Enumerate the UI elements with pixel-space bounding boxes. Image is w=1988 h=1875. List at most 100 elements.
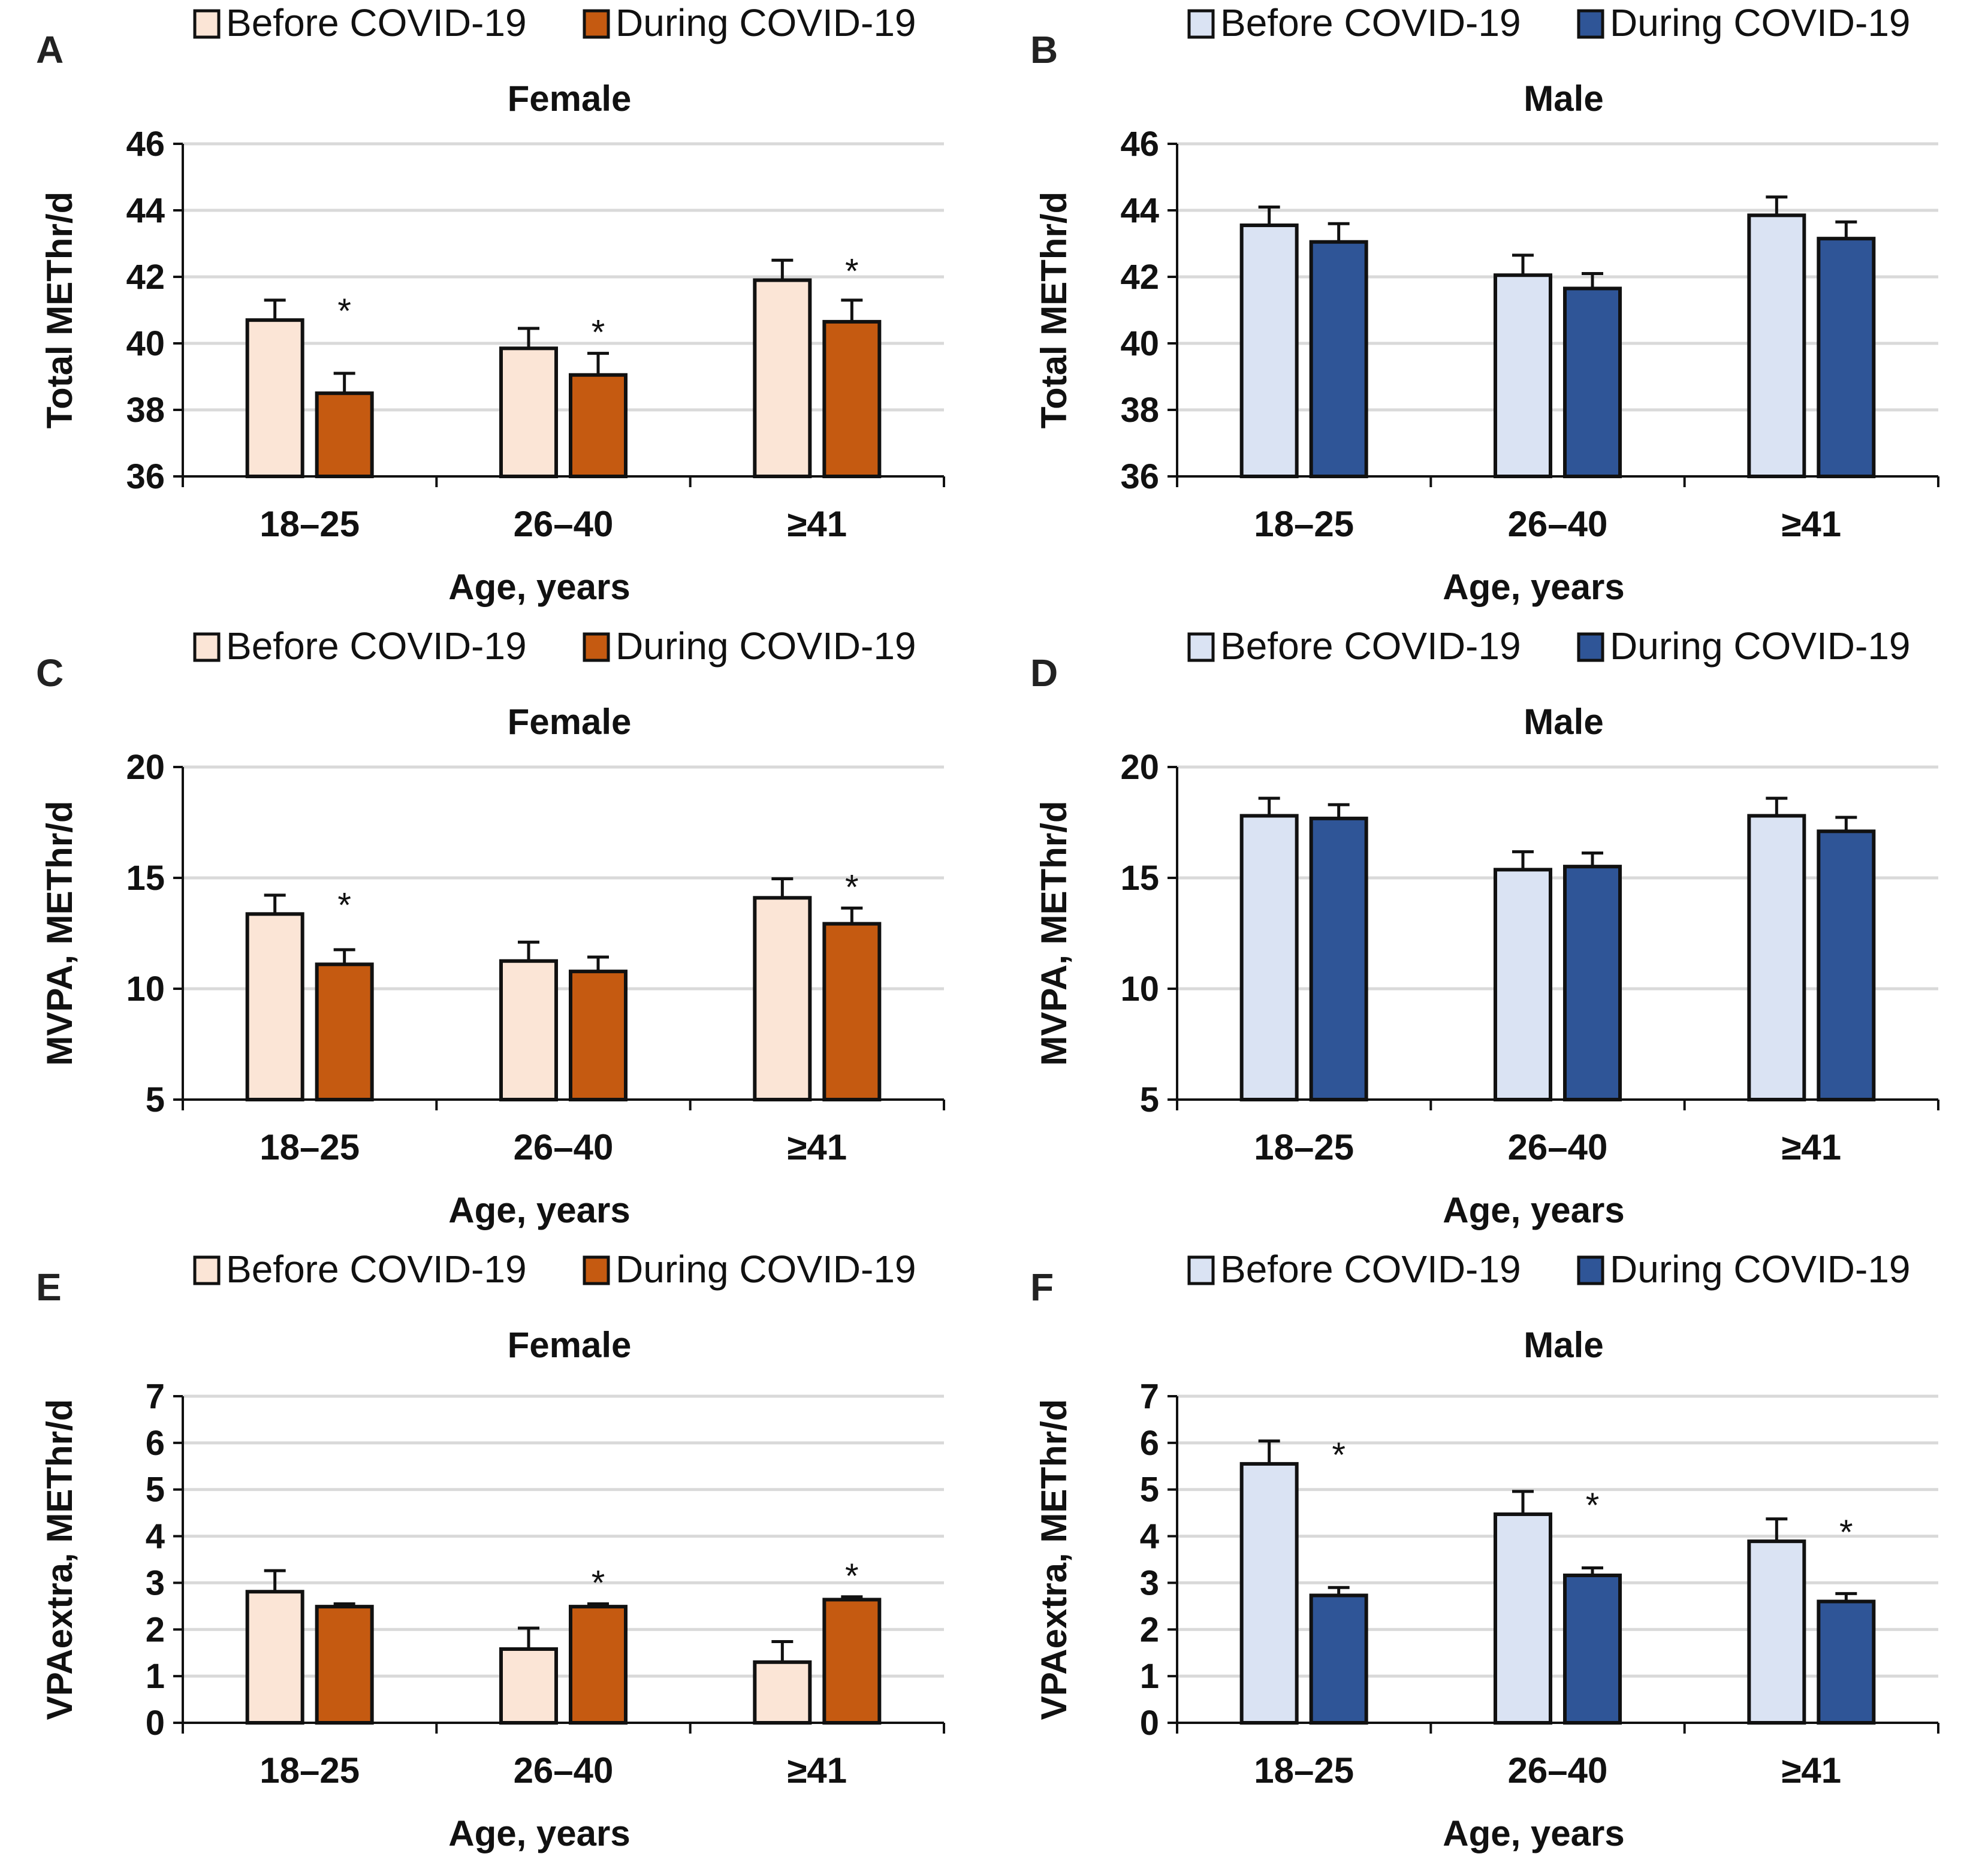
y-tick-label: 5 [1140,1471,1159,1509]
x-axis-label: Age, years [448,1190,631,1230]
y-tick-label: 38 [1120,391,1159,430]
x-axis-label: Age, years [1443,567,1625,607]
bar-during [1563,865,1622,1101]
significance-marker: * [592,313,605,352]
bar-before [753,278,812,478]
x-tick-label: 18–25 [260,1750,360,1791]
y-tick-label: 2 [1140,1610,1159,1649]
chart-title: Female [508,1325,632,1365]
bar-during [569,970,628,1102]
bar-during [1309,816,1368,1101]
legend-label-during: During COVID-19 [1610,1248,1911,1291]
bar-during [822,922,882,1101]
chart-title: Female [508,702,632,742]
x-axis-label: Age, years [1443,1190,1625,1230]
y-tick-label: 42 [1120,258,1159,297]
bar-during [1563,1573,1622,1725]
y-tick-label: 6 [146,1424,165,1463]
legend-swatch-during [583,632,610,662]
x-tick-label: 18–25 [1254,1127,1354,1167]
significance-marker: * [1586,1486,1600,1525]
panel-letter: D [1030,651,1058,695]
y-tick-label: 15 [126,859,165,898]
bar-before [1239,814,1299,1101]
legend-label-during: During COVID-19 [616,1248,916,1291]
bar-during [822,1598,882,1725]
y-tick-label: 1 [1140,1657,1159,1696]
chart-e: E Before COVID-19 During COVID-19 Female 0 1 2… [36,1248,945,1853]
bar-during [315,391,374,478]
bar-before [753,896,812,1101]
panel-letter: F [1030,1266,1054,1309]
x-tick-label: 26–40 [514,1750,614,1791]
x-tick-label: 26–40 [1508,504,1608,544]
y-tick-label: 7 [146,1377,165,1416]
x-tick-label: ≥41 [787,504,847,544]
legend-swatch-during [1577,1255,1604,1285]
x-tick-label: 26–40 [1508,1750,1608,1791]
y-axis-label: VPAextra, METhr/d [40,1399,80,1720]
bar-before [1494,273,1552,478]
bar-during [315,962,374,1101]
chart-title: Male [1524,702,1603,742]
y-tick-label: 10 [1120,970,1159,1009]
chart-a: A Before COVID-19 During COVID-19 Female 36 3… [36,1,945,607]
y-tick-label: 0 [1140,1704,1159,1743]
bar-before [1747,213,1806,478]
y-tick-label: 4 [146,1517,165,1556]
x-tick-label: ≥41 [787,1750,847,1791]
y-tick-label: 3 [146,1563,165,1602]
y-tick-label: 40 [126,324,165,363]
legend-label-before: Before COVID-19 [1220,624,1521,668]
y-tick-label: 46 [126,125,165,164]
y-tick-label: 5 [1140,1080,1159,1119]
panel-a: A Before COVID-19 During COVID-19 Female 36 3… [0,0,994,623]
panel-e: E Before COVID-19 During COVID-19 Female 0 1 2… [0,1246,994,1870]
y-tick-label: 2 [146,1610,165,1649]
y-tick-label: 0 [146,1704,165,1743]
legend-label-during: During COVID-19 [1610,1,1911,44]
bar-before [1239,223,1299,478]
y-tick-label: 36 [126,457,165,496]
x-axis-label: Age, years [448,1813,631,1853]
legend-label-before: Before COVID-19 [226,1248,527,1291]
y-tick-label: 46 [1120,125,1159,164]
legend-label-before: Before COVID-19 [1220,1248,1521,1291]
bar-during [1817,1599,1876,1725]
significance-marker: * [1332,1436,1346,1475]
bar-before [753,1660,812,1725]
legend-swatch-during [583,9,610,39]
legend-swatch-before [193,632,221,662]
bar-during [1309,1593,1368,1725]
y-tick-label: 42 [126,258,165,297]
bar-during [1563,286,1622,478]
chart-c: C Before COVID-19 During COVID-19 Female 5 10… [36,624,945,1230]
bar-during [1817,829,1876,1101]
significance-marker: * [337,886,351,925]
bar-before [1239,1462,1299,1725]
legend-swatch-before [1187,9,1215,39]
x-tick-label: 18–25 [260,504,360,544]
y-tick-label: 44 [1120,191,1159,230]
x-axis-label: Age, years [1443,1813,1625,1853]
bar-before [1494,1512,1552,1725]
panel-letter: E [36,1266,62,1309]
y-tick-label: 1 [146,1657,165,1696]
bar-during [315,1605,374,1725]
x-tick-label: 26–40 [514,1127,614,1167]
legend-swatch-before [193,9,221,39]
y-tick-label: 38 [126,391,165,430]
chart-title: Male [1524,78,1603,119]
y-tick-label: 44 [126,191,165,230]
x-tick-label: 18–25 [1254,504,1354,544]
significance-marker: * [592,1563,605,1602]
legend-label-before: Before COVID-19 [226,624,527,668]
legend-swatch-during [583,1255,610,1285]
x-tick-label: ≥41 [1781,504,1841,544]
legend-label-during: During COVID-19 [616,624,916,668]
panel-f: F Before COVID-19 During COVID-19 Male 0 1 2 3 4… [994,1246,1988,1870]
significance-marker: * [845,868,859,907]
legend-swatch-before [193,1255,221,1285]
legend-label-before: Before COVID-19 [226,1,527,44]
